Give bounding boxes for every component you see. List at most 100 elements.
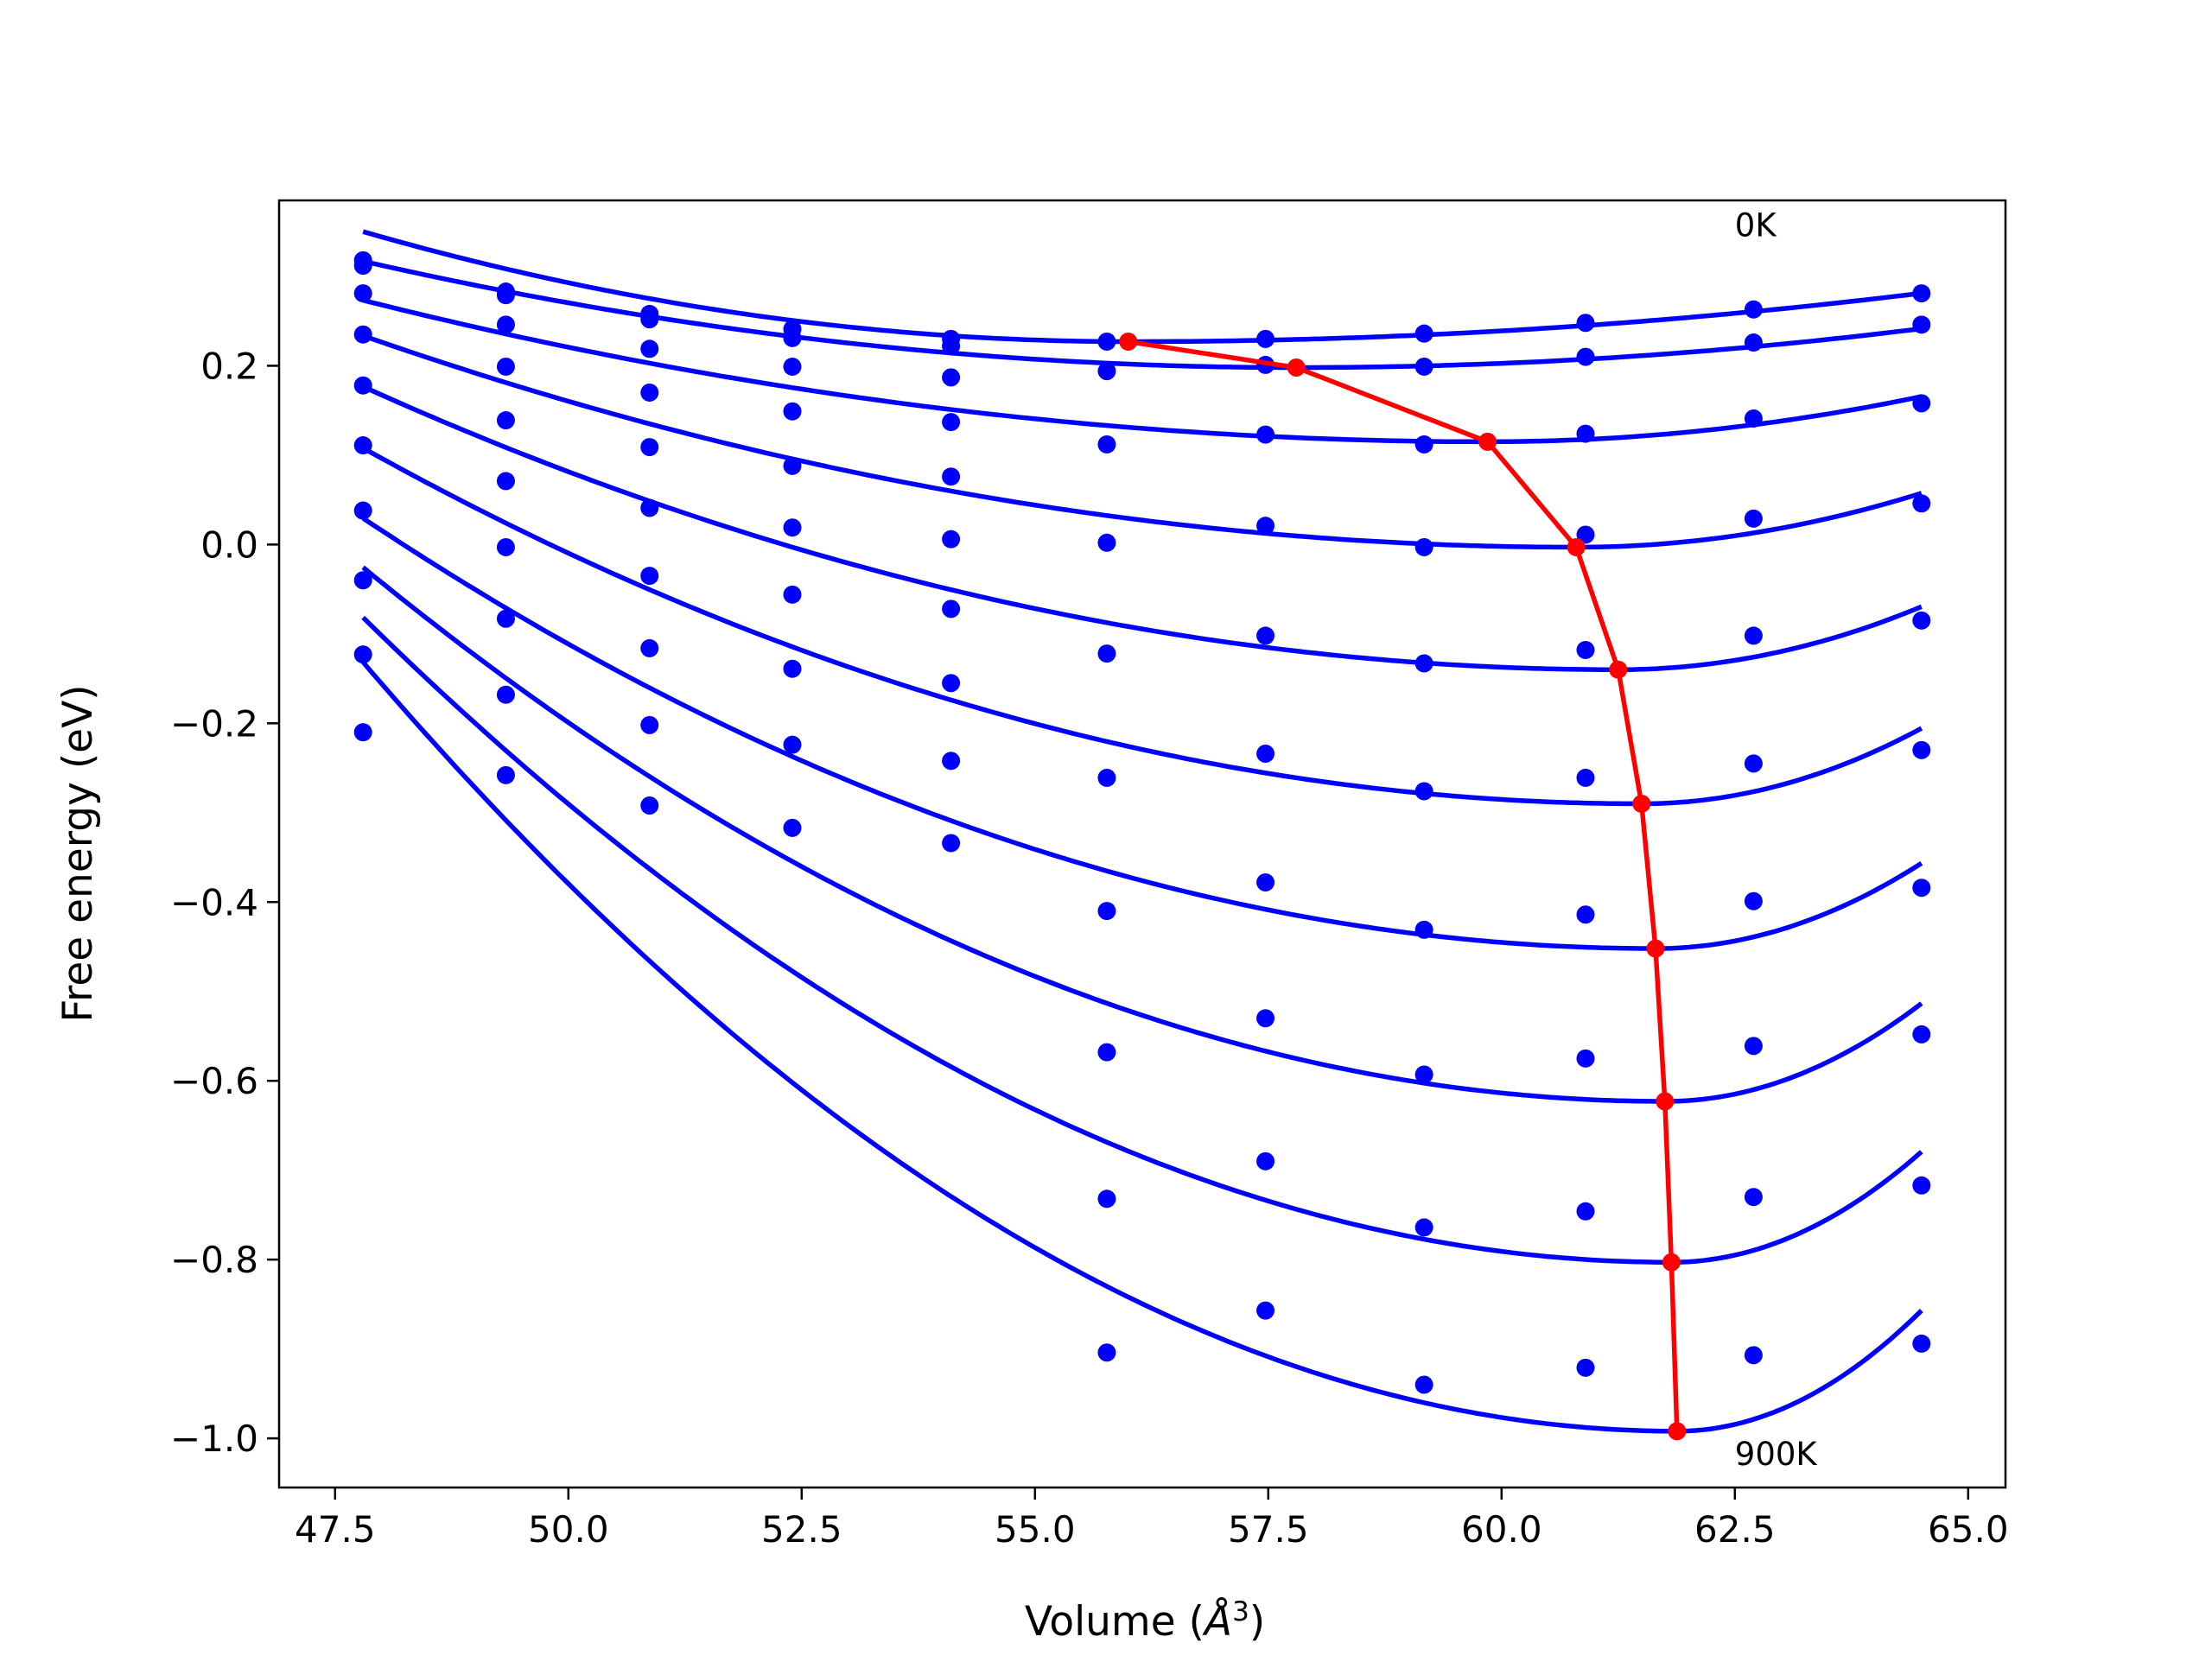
- data-point: [942, 467, 961, 486]
- data-point: [1414, 1375, 1433, 1394]
- x-axis-label: Volume (Å3): [1025, 1596, 1265, 1646]
- x-axis-label-exponent: 3: [1232, 1596, 1249, 1627]
- data-point: [1576, 1358, 1595, 1377]
- data-point: [1744, 333, 1763, 352]
- data-point: [1576, 768, 1595, 787]
- y-tick-label: 0.2: [200, 345, 258, 387]
- data-point: [783, 818, 802, 837]
- data-point: [1912, 315, 1931, 334]
- data-point: [640, 796, 659, 815]
- minimum-point: [1119, 332, 1138, 351]
- x-tick-label: 57.5: [1228, 1508, 1309, 1551]
- data-point: [1256, 425, 1275, 444]
- data-point: [1097, 435, 1116, 454]
- data-point: [942, 834, 961, 853]
- x-axis-ticks: 47.5 50.0 52.5 55.0 57.5 60.0 62.5 65.0: [295, 1488, 2009, 1551]
- fit-curve-4: [362, 384, 1923, 672]
- data-point: [1097, 362, 1116, 381]
- minimum-point: [1609, 660, 1628, 679]
- data-point: [1256, 1009, 1275, 1028]
- annotations: 0K 900K: [1735, 206, 1819, 1473]
- data-point: [496, 765, 515, 784]
- data-point: [1256, 1151, 1275, 1170]
- data-point: [1414, 324, 1433, 343]
- y-tick-label: −1.0: [170, 1418, 258, 1460]
- data-point: [1097, 1343, 1116, 1362]
- minimum-point: [1646, 939, 1665, 958]
- data-point: [1414, 435, 1433, 454]
- minimum-point: [1668, 1422, 1687, 1441]
- data-point: [353, 645, 372, 664]
- data-point: [1744, 1037, 1763, 1056]
- data-point: [1576, 1049, 1595, 1068]
- data-point: [640, 498, 659, 517]
- x-axis-label-close: ): [1249, 1598, 1265, 1646]
- data-point: [353, 436, 372, 455]
- data-point: [640, 438, 659, 457]
- data-point: [1256, 1301, 1275, 1320]
- data-point: [1097, 1189, 1116, 1208]
- data-point: [1256, 744, 1275, 763]
- data-point: [1414, 782, 1433, 801]
- data-point: [783, 328, 802, 347]
- data-point: [1256, 517, 1275, 536]
- x-tick-label: 50.0: [528, 1508, 609, 1551]
- x-axis-label-text: Volume (: [1025, 1598, 1205, 1646]
- data-point: [942, 413, 961, 432]
- data-point: [353, 376, 372, 395]
- minimum-point: [1478, 432, 1497, 451]
- fit-curve-8: [361, 615, 1923, 1265]
- data-point: [496, 537, 515, 556]
- data-point: [1744, 509, 1763, 528]
- y-tick-label: −0.8: [170, 1239, 258, 1281]
- data-point: [640, 638, 659, 657]
- data-point: [1912, 879, 1931, 898]
- data-point: [942, 599, 961, 618]
- x-tick-label: 60.0: [1461, 1508, 1542, 1551]
- data-point: [1576, 1202, 1595, 1221]
- data-point: [1097, 533, 1116, 552]
- data-point: [1414, 1065, 1433, 1084]
- x-tick-label: 55.0: [995, 1508, 1076, 1551]
- data-point: [1097, 768, 1116, 787]
- data-point: [783, 585, 802, 604]
- minima-path: [1119, 332, 1687, 1441]
- data-point: [496, 685, 515, 704]
- fit-curve-3: [362, 333, 1923, 550]
- data-point: [1576, 905, 1595, 924]
- y-axis-ticks: 0.2 0.0 −0.2 −0.4 −0.6 −0.8 −1.0: [170, 345, 279, 1460]
- data-point: [1097, 902, 1116, 921]
- data-point: [1576, 314, 1595, 333]
- data-point: [942, 337, 961, 356]
- data-point: [1912, 284, 1931, 303]
- x-tick-label: 47.5: [295, 1508, 376, 1551]
- x-axis-label-unit: Å: [1202, 1598, 1232, 1646]
- data-point: [640, 715, 659, 734]
- data-point: [1414, 357, 1433, 376]
- data-point: [942, 530, 961, 549]
- data-point: [1576, 347, 1595, 366]
- data-point: [1414, 537, 1433, 556]
- data-point: [1256, 872, 1275, 891]
- data-point: [1744, 1188, 1763, 1207]
- x-tick-label: 52.5: [761, 1508, 842, 1551]
- annotation-label: 0K: [1735, 206, 1778, 244]
- fit-curve-2: [362, 297, 1923, 445]
- fit-curve-9: [361, 660, 1923, 1434]
- data-point: [640, 567, 659, 586]
- minimum-point: [1656, 1092, 1675, 1111]
- y-axis-label: Free energy (eV): [54, 684, 102, 1022]
- data-point: [1912, 740, 1931, 759]
- data-point: [942, 752, 961, 771]
- data-point: [1744, 300, 1763, 319]
- data-points: [353, 251, 1931, 1394]
- fit-curve-5: [361, 446, 1923, 807]
- minimum-point: [1287, 358, 1306, 377]
- data-point: [496, 609, 515, 628]
- minima-line: [1128, 339, 1680, 1431]
- data-point: [496, 357, 515, 376]
- data-point: [496, 315, 515, 334]
- plot-frame: [277, 199, 2007, 1489]
